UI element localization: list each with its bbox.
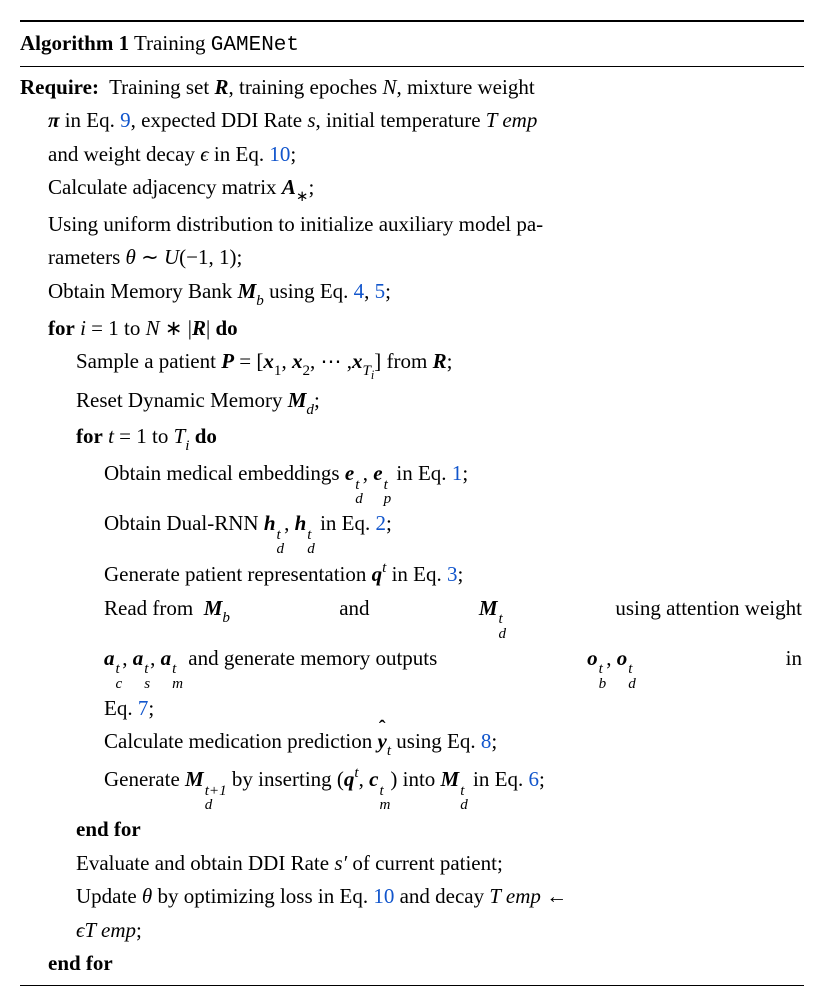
line-read-mem-3: Eq. 7; (20, 692, 804, 726)
algorithm-title: Algorithm 1 Training GAMENet (20, 22, 804, 66)
line-dual-rnn: Obtain Dual-RNN htd, htd in Eq. 2; (20, 507, 804, 557)
line-read-mem-1: Read from Mb and Mtd using attention wei… (20, 592, 804, 642)
require-label: Require: (20, 75, 99, 99)
eq-ref[interactable]: 4 (354, 279, 365, 303)
line-sample-patient: Sample a patient P = [x1, x2, ⋯ ,xTi] fr… (20, 345, 804, 383)
bottom-rule (20, 985, 804, 986)
outer-end-for: end for (20, 947, 804, 981)
algorithm-title-text: Training (134, 31, 206, 55)
line-memory-bank: Obtain Memory Bank Mb using Eq. 4, 5; (20, 275, 804, 312)
inner-for: for t = 1 to Ti do (20, 420, 804, 457)
require-line-1: Require: Training set R, training epoche… (20, 71, 804, 105)
eq-ref[interactable]: 7 (138, 696, 149, 720)
line-generate-md: Generate Mt+1d by inserting (qt, ctm) in… (20, 762, 804, 813)
line-patient-rep: Generate patient representation qt in Eq… (20, 557, 804, 592)
algorithm-title-code: GAMENet (211, 34, 299, 57)
algorithm-body: Require: Training set R, training epoche… (20, 67, 804, 985)
line-evaluate: Evaluate and obtain DDI Rate s′ of curre… (20, 847, 804, 881)
require-line-3: and weight decay ϵ in Eq. 10; (20, 138, 804, 172)
line-reset-memory: Reset Dynamic Memory Md; (20, 384, 804, 421)
outer-for: for i = 1 to N ∗ |R| do (20, 312, 804, 346)
line-embeddings: Obtain medical embeddings etd, etp in Eq… (20, 457, 804, 507)
require-line-2: π in Eq. 9, expected DDI Rate s, initial… (20, 104, 804, 138)
line-update-2: ϵT emp; (20, 914, 804, 948)
line-read-mem-2: atc, ats, atm and generate memory output… (20, 642, 804, 692)
line-init-2: rameters θ ∼ U(−1, 1); (20, 241, 804, 275)
algorithm-number: Algorithm 1 (20, 31, 129, 55)
line-update-1: Update θ by optimizing loss in Eq. 10 an… (20, 880, 804, 914)
eq-ref[interactable]: 2 (375, 511, 386, 535)
inner-end-for: end for (20, 813, 804, 847)
eq-ref[interactable]: 5 (375, 279, 386, 303)
eq-ref[interactable]: 10 (269, 142, 290, 166)
line-init-1: Using uniform distribution to initialize… (20, 208, 804, 242)
line-predict: Calculate medication prediction yt using… (20, 725, 804, 762)
line-adjacency: Calculate adjacency matrix A∗; (20, 171, 804, 208)
eq-ref[interactable]: 3 (447, 562, 458, 586)
algorithm-block: Algorithm 1 Training GAMENet Require: Tr… (20, 20, 804, 986)
eq-ref[interactable]: 1 (452, 461, 463, 485)
eq-ref[interactable]: 10 (373, 884, 394, 908)
eq-ref[interactable]: 9 (120, 108, 131, 132)
eq-ref[interactable]: 8 (481, 729, 492, 753)
eq-ref[interactable]: 6 (528, 767, 539, 791)
